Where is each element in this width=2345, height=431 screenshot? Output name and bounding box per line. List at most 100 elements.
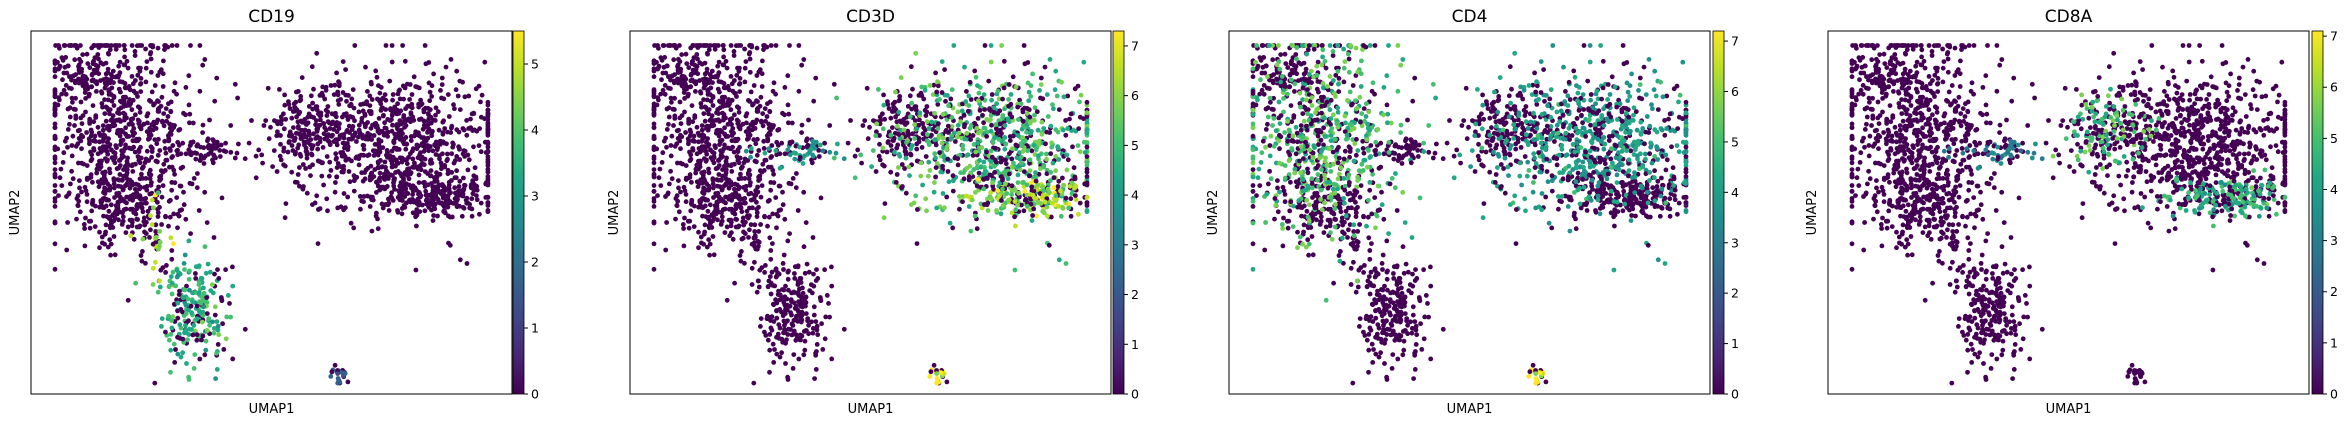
scatter-point xyxy=(792,276,798,281)
scatter-point xyxy=(723,194,728,200)
scatter-point xyxy=(907,114,913,120)
scatter-point xyxy=(391,180,396,186)
scatter-point xyxy=(283,116,289,122)
scatter-point xyxy=(161,111,167,116)
scatter-point xyxy=(194,332,200,338)
scatter-point xyxy=(722,125,727,131)
scatter-point xyxy=(419,101,425,107)
scatter-point xyxy=(1081,59,1087,65)
scatter-point xyxy=(375,125,381,131)
scatter-point xyxy=(196,208,202,213)
scatter-point xyxy=(699,104,704,110)
scatter-point xyxy=(89,84,95,90)
scatter-point xyxy=(988,117,993,122)
scatter-point xyxy=(329,369,335,375)
scatter-point xyxy=(429,83,435,89)
scatter-point xyxy=(92,133,98,139)
scatter-point xyxy=(710,234,716,239)
scatter-point xyxy=(947,220,953,226)
scatter-point xyxy=(336,102,342,107)
scatter-point xyxy=(918,173,924,179)
scatter-point xyxy=(1045,186,1051,192)
scatter-point xyxy=(169,155,175,160)
scatter-point xyxy=(389,108,394,113)
scatter-point xyxy=(273,119,279,124)
scatter-point xyxy=(1065,126,1071,131)
scatter-point xyxy=(1033,170,1038,176)
scatter-point xyxy=(52,112,58,118)
scatter-point xyxy=(217,154,223,159)
scatter-point xyxy=(1021,43,1027,48)
scatter-point xyxy=(99,177,105,183)
scatter-point xyxy=(160,71,166,77)
scatter-point xyxy=(454,168,459,174)
scatter-point xyxy=(454,193,460,199)
scatter-point xyxy=(976,170,982,176)
scatter-point xyxy=(974,226,980,232)
scatter-point xyxy=(138,89,144,94)
scatter-point xyxy=(759,183,765,189)
scatter-point xyxy=(473,86,479,92)
scatter-point xyxy=(786,287,791,293)
scatter-point xyxy=(912,122,917,128)
scatter-point xyxy=(183,302,189,308)
scatter-point xyxy=(796,356,802,362)
scatter-point xyxy=(293,130,299,136)
scatter-point xyxy=(167,146,173,152)
scatter-point xyxy=(427,98,433,104)
scatter-point xyxy=(143,65,149,71)
scatter-point xyxy=(746,235,751,240)
scatter-point xyxy=(1006,97,1011,102)
scatter-point xyxy=(131,236,137,242)
scatter-point xyxy=(107,47,113,53)
scatter-point xyxy=(111,176,117,182)
scatter-point xyxy=(336,83,342,89)
scatter-point xyxy=(873,133,879,139)
scatter-point xyxy=(123,230,129,236)
scatter-point xyxy=(155,214,161,220)
scatter-point xyxy=(175,225,180,231)
scatter-point xyxy=(952,130,957,136)
scatter-point xyxy=(90,103,96,108)
scatter-point xyxy=(351,133,357,139)
scatter-point xyxy=(1044,151,1049,157)
scatter-point xyxy=(201,285,206,291)
scatter-point xyxy=(703,139,709,145)
scatter-point xyxy=(686,225,692,231)
scatter-point xyxy=(52,219,58,225)
scatter-point xyxy=(452,106,457,112)
scatter-point xyxy=(368,163,374,169)
scatter-point xyxy=(132,49,138,54)
scatter-point xyxy=(918,160,924,166)
scatter-point xyxy=(768,325,774,331)
scatter-point xyxy=(125,224,131,230)
scatter-point xyxy=(84,76,90,82)
scatter-point xyxy=(982,43,988,48)
scatter-point xyxy=(968,137,973,142)
scatter-point xyxy=(841,326,847,332)
scatter-point xyxy=(654,102,660,108)
scatter-point xyxy=(945,169,951,174)
scatter-point xyxy=(815,332,821,338)
scatter-point xyxy=(75,203,81,209)
scatter-point xyxy=(841,156,847,162)
scatter-point xyxy=(55,102,61,108)
scatter-point xyxy=(767,347,773,353)
scatter-point xyxy=(945,93,950,98)
scatter-point xyxy=(341,191,347,196)
scatter-point xyxy=(826,301,831,306)
scatter-point xyxy=(334,70,339,76)
scatter-point xyxy=(827,123,833,128)
scatter-point xyxy=(651,241,657,247)
scatter-point xyxy=(456,184,462,189)
scatter-point xyxy=(776,183,782,189)
scatter-point xyxy=(176,213,182,219)
scatter-point xyxy=(1060,175,1065,181)
scatter-point xyxy=(704,66,710,72)
scatter-point xyxy=(920,182,925,188)
scatter-point xyxy=(797,155,803,160)
scatter-point xyxy=(316,207,321,212)
scatter-point xyxy=(75,128,81,134)
scatter-point xyxy=(343,205,348,211)
